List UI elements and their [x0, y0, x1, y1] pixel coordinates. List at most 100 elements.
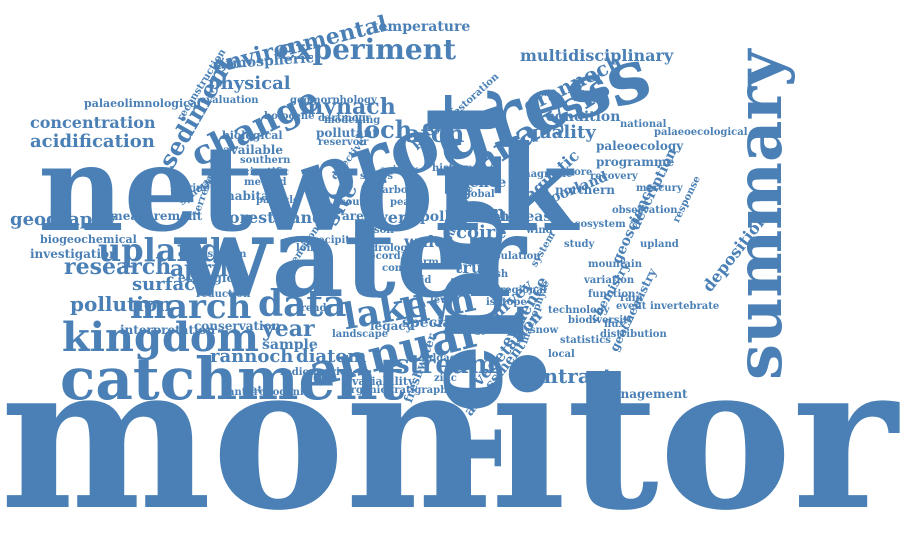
- word-northern-63: northern: [555, 183, 615, 197]
- word-downstream-98: downstream: [178, 249, 247, 260]
- word-statistics-152: statistics: [560, 335, 611, 346]
- word-observation-153: observation: [612, 205, 678, 216]
- word-legacy-78: legacy: [370, 319, 413, 333]
- word-long-121: long: [296, 243, 321, 254]
- word-geology-107: geology: [444, 325, 488, 336]
- word-rannoch-30: rannoch: [210, 346, 294, 367]
- word-kingdom-7: kingdom: [62, 314, 259, 361]
- word-interpretation-56: interpretation: [120, 323, 216, 337]
- word-isotope-95: isotope: [486, 297, 527, 308]
- word-mercury-116: mercury: [636, 183, 683, 194]
- word-april-34: april: [170, 256, 228, 282]
- word-holocene-84: holocene: [264, 111, 315, 122]
- word-ecological-55: ecological: [178, 271, 247, 285]
- word-stratigraphy-160: stratigraphy: [384, 385, 454, 396]
- word-fish-132: fish: [488, 269, 509, 280]
- word-measurement-54: measurement: [110, 209, 203, 223]
- word-variability-59: variability: [352, 375, 415, 388]
- word-pollen-72: pollen: [420, 209, 469, 225]
- word-hydrology-162: hydrology: [358, 243, 414, 254]
- word-lead-134: lead: [478, 175, 502, 186]
- word-zinc-135: zinc: [434, 373, 457, 384]
- word-biodiversity-105: biodiversity: [568, 315, 634, 326]
- word-history-115: history: [432, 163, 472, 174]
- word-record-113: record: [364, 251, 401, 262]
- word-year-32: year: [262, 316, 315, 342]
- word-geography-38: geography: [10, 209, 116, 230]
- word-invertebrate-157: invertebrate: [650, 301, 720, 312]
- word-technology-96: technology: [548, 305, 610, 316]
- word-programme-62: programme: [596, 155, 675, 169]
- word-contract-33: contract: [518, 364, 613, 388]
- word-evaluation-150: evaluation: [200, 95, 259, 106]
- word-climate-73: climate: [458, 209, 517, 225]
- word-magnetic-94: magnetic: [520, 169, 573, 180]
- word-area-71: area: [342, 209, 372, 223]
- word-palaeoecological-154: palaeoecological: [654, 127, 748, 138]
- word-particle-93: particle: [256, 195, 300, 206]
- word-increase-74: increase: [494, 209, 561, 225]
- word-reservoir-82: reservoir: [318, 137, 369, 148]
- word-monitoring-0: monitoring: [0, 320, 900, 538]
- word-research-35: research: [64, 254, 172, 280]
- word-population-141: population: [480, 251, 541, 262]
- word-water-2: water: [175, 192, 526, 323]
- word-variation-147: variation: [584, 275, 635, 286]
- word-distribution-145: distribution: [600, 329, 667, 340]
- word-surface-36: surface: [132, 274, 207, 295]
- word-modelling-109: modelling: [324, 115, 381, 126]
- word-march-10: march: [130, 287, 252, 327]
- word-quality-40: quality: [526, 122, 596, 143]
- word-wind-165: wind: [526, 225, 553, 236]
- word-coire-44: coire: [456, 222, 507, 243]
- word-special-77: special: [402, 315, 457, 331]
- word-multidisciplinary-25: multidisciplinary: [520, 46, 674, 65]
- word-chon-45: chon: [456, 202, 506, 223]
- word-river-70: river: [364, 208, 407, 227]
- word-biological-79: biological: [222, 129, 283, 142]
- word-available-80: available: [223, 143, 283, 157]
- word-temperature-27: temperature: [372, 19, 471, 35]
- word-carbon-110: carbon: [376, 185, 415, 196]
- word-catchment-6: catchment: [60, 345, 405, 413]
- word-stream-29: stream: [395, 350, 497, 380]
- word-palaeolimnological-51: palaeolimnological: [84, 97, 202, 110]
- word-pollutant-81: pollutant: [316, 126, 378, 140]
- word-afon-19: afon: [405, 119, 465, 148]
- word-physical-24: physical: [208, 73, 291, 94]
- word-impact-112: impact: [458, 243, 497, 254]
- word-mynach-23: mynach: [300, 94, 396, 120]
- word-term-122: term: [412, 257, 439, 268]
- word-local-124: local: [548, 349, 575, 360]
- word-wale-76: wale: [404, 232, 445, 251]
- word-management-60: management: [600, 387, 688, 401]
- word-core-136: core: [568, 167, 593, 178]
- word-algae-133: algae: [426, 353, 457, 364]
- word-study-126: study: [564, 239, 595, 250]
- word-reduction-97: reduction: [196, 289, 251, 300]
- word-recovery-146: recovery: [590, 171, 638, 182]
- word-marine-139: marine: [170, 183, 210, 194]
- word-date-137: date: [244, 385, 269, 396]
- word-nature-103: nature: [474, 285, 512, 296]
- word-rain-131: rain: [620, 293, 643, 304]
- word-organic-148: organic: [344, 385, 387, 396]
- word-habitat-92: habitat: [226, 189, 275, 203]
- word-dartmoor-83: dartmoor: [318, 113, 371, 124]
- word-geomorphology-161: geomorphology: [290, 95, 377, 106]
- word-global-128: global: [460, 189, 495, 200]
- word-acidity-163: acidity: [380, 165, 418, 176]
- word-paleoecology-61: paleoecology: [596, 139, 684, 153]
- word-flux-138: flux: [604, 319, 625, 330]
- word-acid-120: acid: [408, 275, 432, 286]
- word-scientific-90: scientific: [238, 167, 289, 178]
- word-level-123: level: [430, 295, 457, 306]
- word-southern-89: southern: [240, 155, 291, 166]
- word-anthropogenic-155: anthropogenic: [228, 387, 310, 398]
- word-trust-75: trust: [455, 258, 499, 277]
- word-soil-119: soil: [374, 225, 394, 236]
- word-sample-58: sample: [262, 337, 318, 353]
- word-forest-68: forest: [222, 208, 275, 227]
- word-precipitation-158: precipitation: [306, 235, 379, 246]
